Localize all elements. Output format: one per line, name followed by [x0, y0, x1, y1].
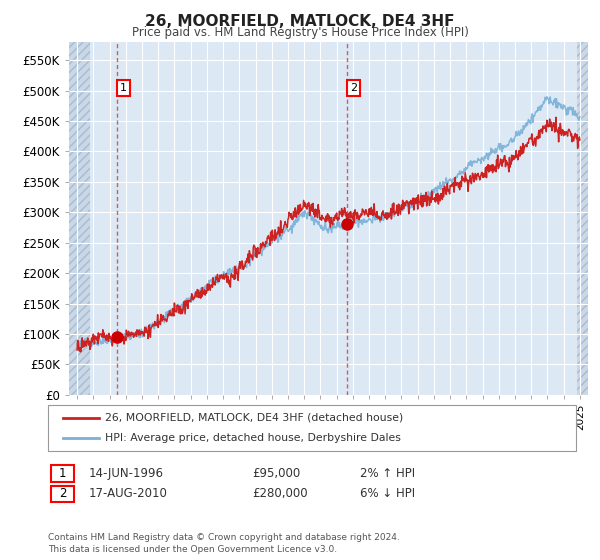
Text: Price paid vs. HM Land Registry's House Price Index (HPI): Price paid vs. HM Land Registry's House … [131, 26, 469, 39]
Text: 2: 2 [350, 83, 357, 93]
Text: Contains HM Land Registry data © Crown copyright and database right 2024.
This d: Contains HM Land Registry data © Crown c… [48, 533, 400, 554]
Text: 14-JUN-1996: 14-JUN-1996 [89, 466, 164, 480]
Text: 2: 2 [59, 487, 66, 501]
Text: £95,000: £95,000 [252, 466, 300, 480]
Text: 1: 1 [120, 83, 127, 93]
Text: £280,000: £280,000 [252, 487, 308, 501]
Text: HPI: Average price, detached house, Derbyshire Dales: HPI: Average price, detached house, Derb… [105, 433, 401, 443]
Text: 17-AUG-2010: 17-AUG-2010 [89, 487, 167, 501]
Text: 2% ↑ HPI: 2% ↑ HPI [360, 466, 415, 480]
Text: 6% ↓ HPI: 6% ↓ HPI [360, 487, 415, 501]
Text: 1: 1 [59, 466, 66, 480]
Text: 26, MOORFIELD, MATLOCK, DE4 3HF: 26, MOORFIELD, MATLOCK, DE4 3HF [145, 14, 455, 29]
Text: 26, MOORFIELD, MATLOCK, DE4 3HF (detached house): 26, MOORFIELD, MATLOCK, DE4 3HF (detache… [105, 413, 403, 423]
